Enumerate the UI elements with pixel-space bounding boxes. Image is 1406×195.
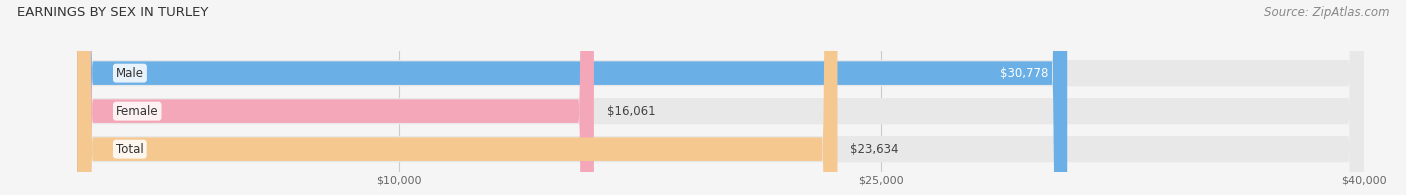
Text: Total: Total bbox=[115, 143, 143, 156]
Text: EARNINGS BY SEX IN TURLEY: EARNINGS BY SEX IN TURLEY bbox=[17, 6, 208, 19]
Text: $30,778: $30,778 bbox=[1000, 67, 1047, 80]
FancyBboxPatch shape bbox=[77, 0, 1364, 195]
FancyBboxPatch shape bbox=[77, 0, 1067, 195]
Text: Male: Male bbox=[115, 67, 143, 80]
FancyBboxPatch shape bbox=[77, 0, 1364, 195]
Text: Source: ZipAtlas.com: Source: ZipAtlas.com bbox=[1264, 6, 1389, 19]
FancyBboxPatch shape bbox=[77, 0, 838, 195]
Text: $23,634: $23,634 bbox=[851, 143, 898, 156]
Text: $16,061: $16,061 bbox=[607, 105, 655, 118]
FancyBboxPatch shape bbox=[77, 0, 1364, 195]
FancyBboxPatch shape bbox=[77, 0, 593, 195]
Text: Female: Female bbox=[115, 105, 159, 118]
